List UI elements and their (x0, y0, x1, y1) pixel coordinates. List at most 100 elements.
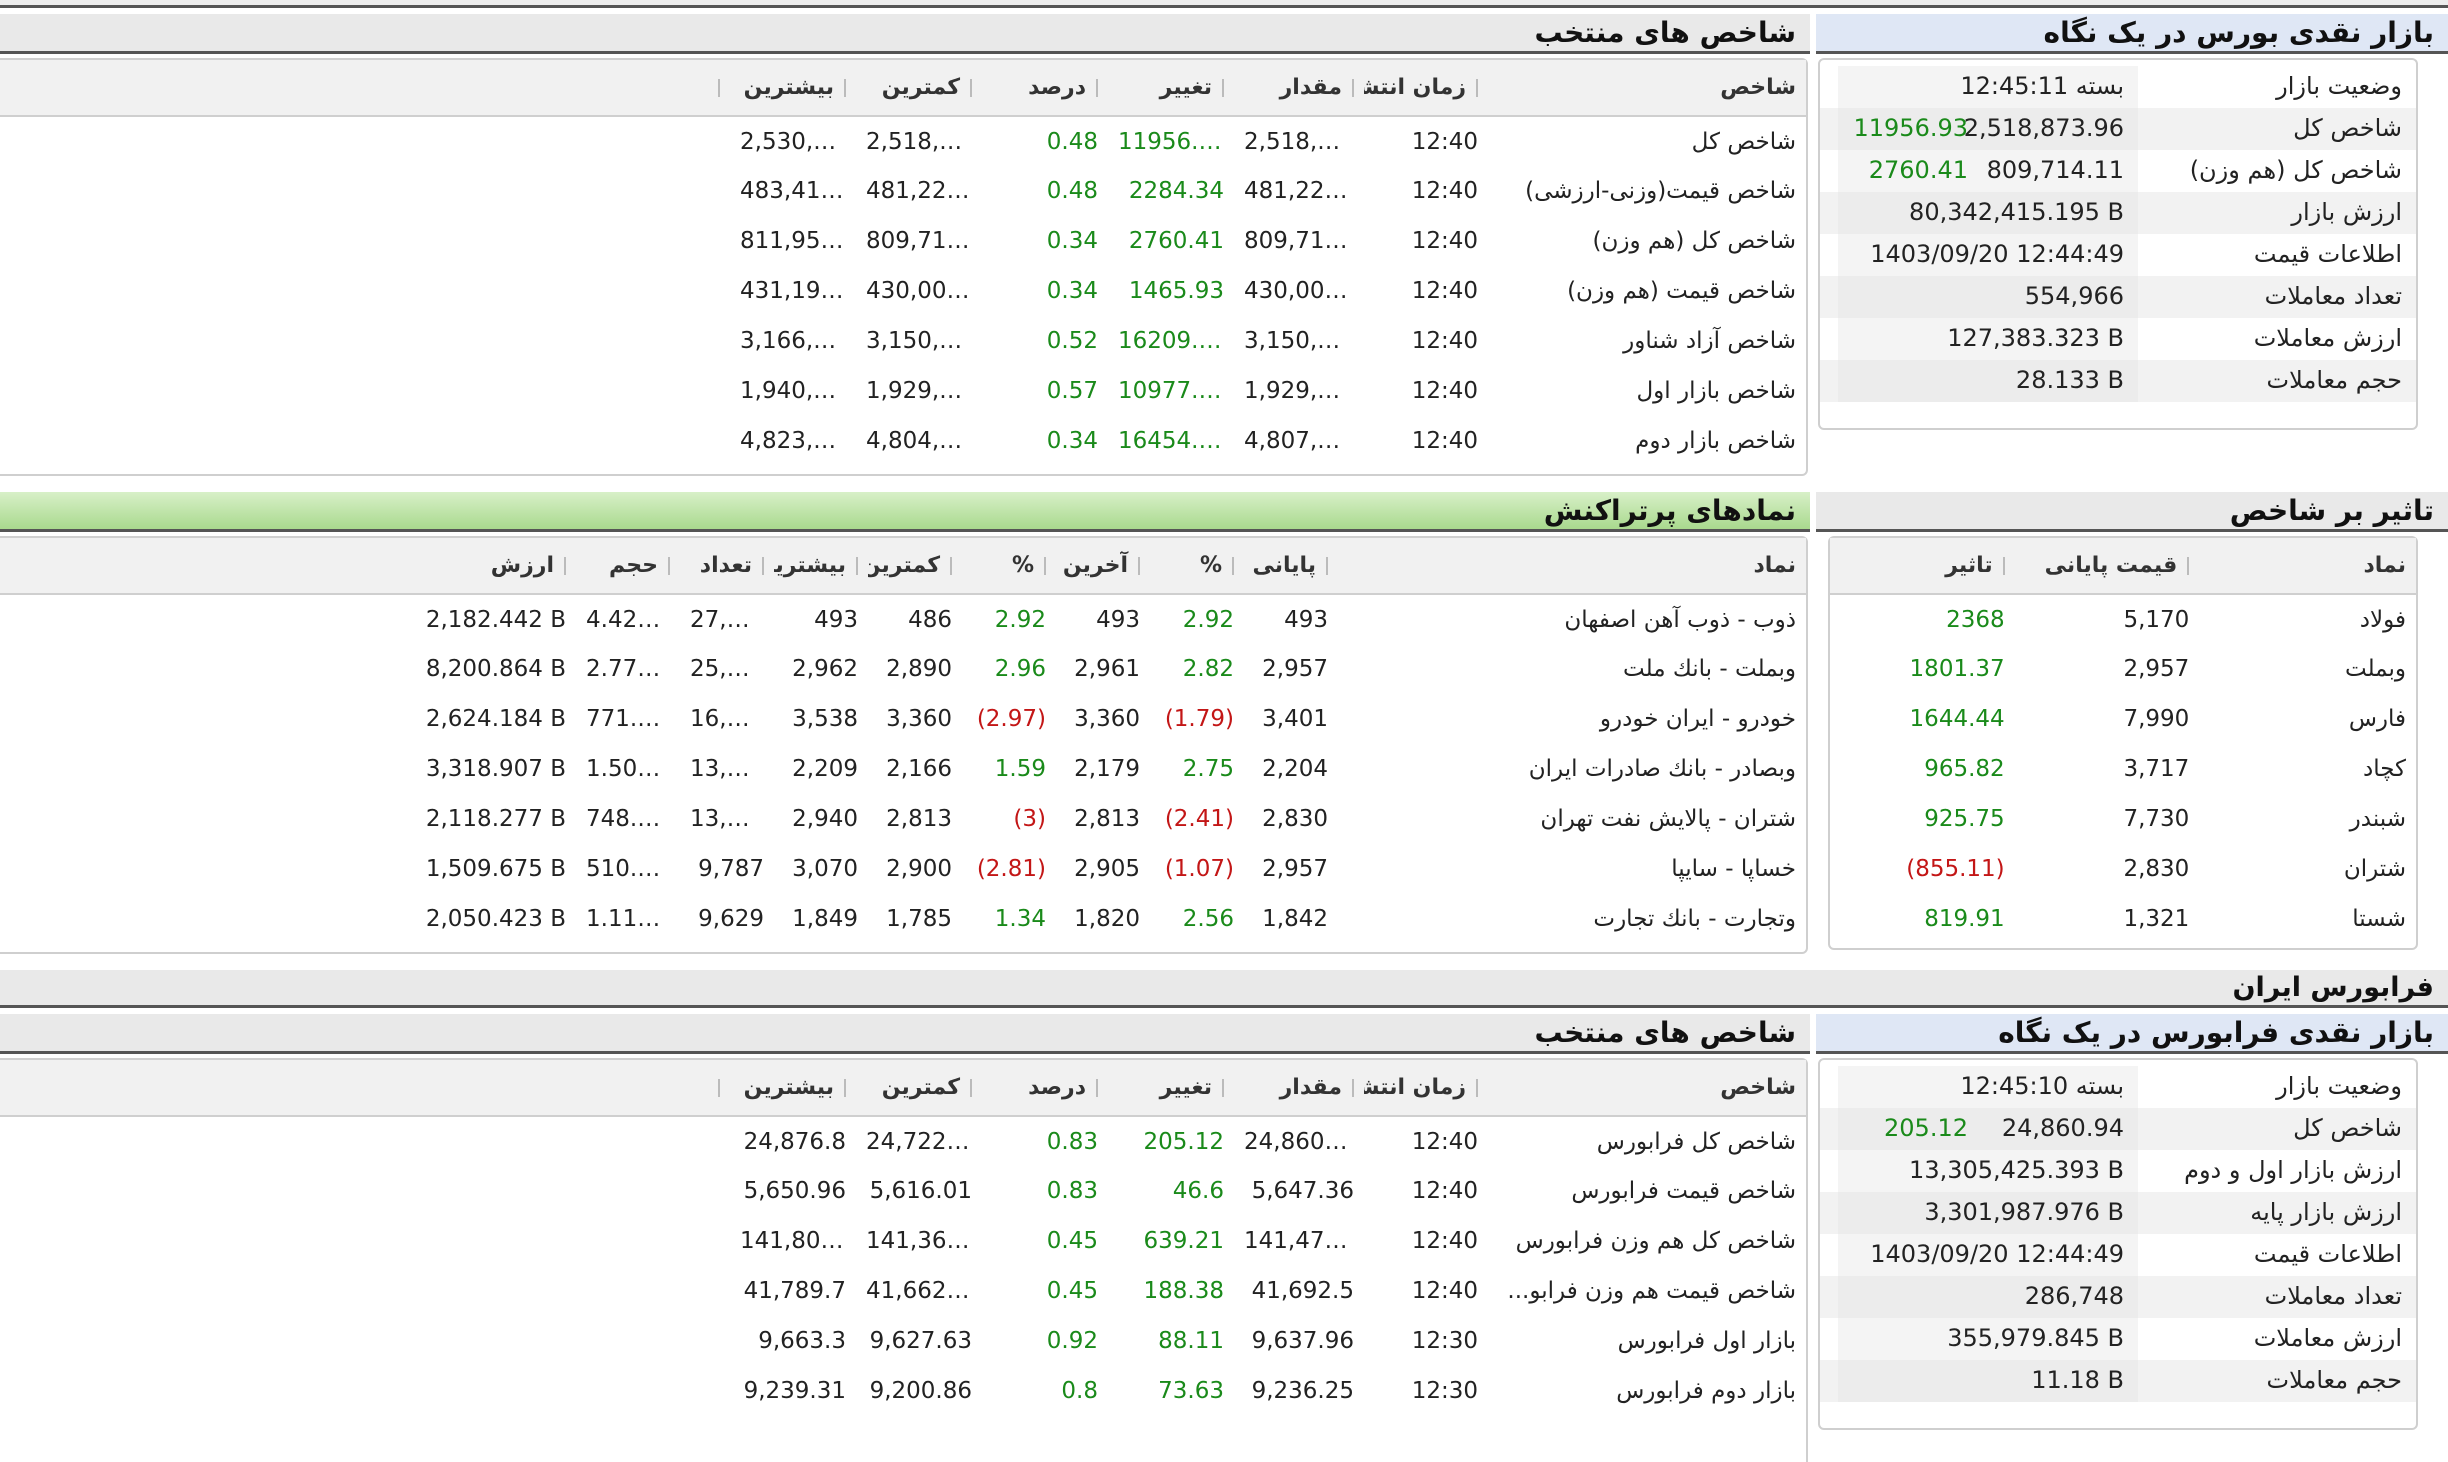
column-header[interactable]: قیمت پایانی (2014, 538, 2200, 595)
column-header[interactable]: تعداد (680, 538, 774, 595)
column-header[interactable]: % (1150, 538, 1244, 595)
impact-row[interactable]: فارس 7,990 1644.44 (1830, 694, 2416, 744)
column-header[interactable]: نماد (2199, 538, 2416, 595)
column-header[interactable]: بیشترین (774, 538, 868, 595)
last-percent: 2.92 (994, 606, 1046, 633)
active-symbol-row[interactable]: وتجارت - بانك تجارت 1,842 2.56 1,820 1.34 1,7… (0, 894, 1806, 944)
index-row[interactable]: شاخص آزاد شناور 12:40 3,150,089.68 16209.76… (0, 316, 1806, 366)
column-separator (1138, 557, 1140, 575)
impact-value: 965.82 (1924, 756, 2005, 782)
index-row[interactable]: شاخص بازار اول 12:40 1,929,777.57 10977.47 0… (0, 366, 1806, 416)
column-header[interactable]: تغییر (1108, 60, 1234, 117)
column-header[interactable]: کمترین (856, 60, 982, 117)
column-header-label: نماد (1753, 553, 1796, 578)
glance-value: بسته 12:45:10 (1960, 1072, 2124, 1100)
index-row[interactable]: شاخص کل فرابورس 12:40 24,860.94 205.12 0.83 2… (0, 1116, 1806, 1166)
trade-value: 8,200.864 B (425, 656, 566, 682)
symbol-name[interactable]: وبملت - بانك ملت (1623, 656, 1796, 682)
column-header[interactable]: زمان انتشار (1364, 1060, 1488, 1117)
column-header[interactable]: شاخص (1488, 60, 1806, 117)
column-header[interactable]: شاخص (1488, 1060, 1806, 1117)
glance-value: بسته 12:45:11 (1960, 72, 2124, 100)
symbol-name[interactable]: وبصادر - بانك صادرات ايران (1528, 756, 1796, 782)
active-symbol-row[interactable]: وبملت - بانك ملت 2,957 2.82 2,961 2.96 2,890 2… (0, 644, 1806, 694)
publish-time: 12:30 (1411, 1328, 1478, 1354)
index-value: 41,692.5 (1251, 1278, 1354, 1304)
column-header[interactable]: ارزش (0, 538, 576, 595)
symbol-name[interactable]: شتران - پالايش نفت تهران (1540, 806, 1796, 832)
column-header-label: ارزش (490, 553, 554, 578)
impact-symbol[interactable]: وبملت (2344, 656, 2406, 682)
symbol-name[interactable]: خودرو - ايران خودرو (1599, 706, 1796, 732)
column-separator (1222, 79, 1224, 97)
index-row[interactable]: شاخص بازار دوم 12:40 4,807,255.23 16454.61 0… (0, 416, 1806, 466)
column-header[interactable] (0, 1060, 730, 1117)
impact-symbol[interactable]: فولاد (2359, 606, 2406, 633)
impact-row[interactable]: کچاد 3,717 965.82 (1830, 744, 2416, 794)
index-percent: 0.45 (1046, 1228, 1098, 1254)
column-separator (718, 1079, 720, 1097)
column-header[interactable]: % (962, 538, 1056, 595)
active-symbol-row[interactable]: خساپا - سايپا 2,957 (1.07) 2,905 (2.81) 2,900… (0, 844, 1806, 894)
column-separator (856, 557, 858, 575)
glance-label: وضعیت بازار (2276, 72, 2402, 100)
index-row[interactable]: بازار دوم فرابورس 12:30 9,236.25 73.63 0.8 9,… (0, 1366, 1806, 1416)
symbol-name[interactable]: وتجارت - بانك تجارت (1593, 906, 1796, 932)
column-header[interactable]: آخرین (1056, 538, 1150, 595)
impact-close-price: 5,170 (2123, 606, 2190, 633)
empty-cell (0, 1266, 730, 1316)
index-percent: 0.34 (1046, 278, 1098, 304)
column-header[interactable]: درصد (982, 60, 1108, 117)
close-price: 2,957 (1262, 856, 1328, 882)
column-header[interactable]: بیشترین (730, 60, 856, 117)
column-header[interactable]: مقدار (1234, 60, 1364, 117)
last-percent: 2.96 (994, 656, 1046, 682)
impact-row[interactable]: فولاد 5,170 2368 (1830, 594, 2416, 644)
index-row[interactable]: شاخص کل هم وزن فرابورس 12:40 141,471.09 639… (0, 1216, 1806, 1266)
impact-row[interactable]: شبندر 7,730 925.75 (1830, 794, 2416, 844)
impact-row[interactable]: شستا 1,321 819.91 (1830, 894, 2416, 944)
impact-symbol[interactable]: فارس (2348, 706, 2406, 732)
column-header[interactable]: حجم (576, 538, 680, 595)
impact-row[interactable]: وبملت 2,957 1801.37 (1830, 644, 2416, 694)
impact-symbol[interactable]: شتران (2343, 856, 2406, 882)
index-row[interactable]: شاخص قیمت فرابورس 12:40 5,647.36 46.6 0.83 5,… (0, 1166, 1806, 1216)
active-symbol-row[interactable]: شتران - پالايش نفت تهران 2,830 (2.41) 2,813… (0, 794, 1806, 844)
index-row[interactable]: شاخص کل 12:40 2,518,873.96 11956.93 0.48 2,51… (0, 116, 1806, 166)
last-percent: (3) (1013, 806, 1046, 832)
glance-change-value: 205.12 (1884, 1114, 1968, 1142)
index-row[interactable]: شاخص کل (هم وزن) 12:40 809,714.11 2760.41 0.… (0, 216, 1806, 266)
column-header[interactable]: کمترین (856, 1060, 982, 1117)
column-header[interactable]: پایانی (1244, 538, 1338, 595)
impact-symbol[interactable]: کچاد (2362, 756, 2406, 782)
column-header[interactable]: تاثیر (1830, 538, 2015, 595)
active-symbol-row[interactable]: ذوب - ذوب آهن اصفهان 493 2.92 493 2.92 486 493… (0, 594, 1806, 644)
index-row[interactable]: شاخص قیمت هم وزن فرابو... 12:40 41,692.5 18… (0, 1266, 1806, 1316)
index-row[interactable]: شاخص قیمت (هم وزن) 12:40 430,001.96 1465.93… (0, 266, 1806, 316)
column-header[interactable]: تغییر (1108, 1060, 1234, 1117)
active-symbol-row[interactable]: وبصادر - بانك صادرات ايران 2,204 2.75 2,179… (0, 744, 1806, 794)
column-header[interactable]: کمترین (868, 538, 962, 595)
index-change: 16209.76 (1118, 328, 1228, 354)
column-header[interactable]: زمان انتشار (1364, 60, 1488, 117)
column-header[interactable]: مقدار (1234, 1060, 1364, 1117)
column-header[interactable] (0, 60, 730, 117)
column-header-label: تغییر (1159, 1075, 1212, 1100)
close-percent: (2.41) (1164, 806, 1234, 832)
index-percent: 0.48 (1046, 128, 1098, 155)
symbol-name[interactable]: ذوب - ذوب آهن اصفهان (1564, 606, 1796, 633)
index-row[interactable]: شاخص قیمت(وزنی-ارزشی) 12:40 481,223.69 2284… (0, 166, 1806, 216)
impact-symbol[interactable]: شبندر (2349, 806, 2406, 832)
glance-label: شاخص کل (2293, 1114, 2402, 1142)
column-header[interactable]: درصد (982, 1060, 1108, 1117)
index-row[interactable]: بازار اول فرابورس 12:30 9,637.96 88.11 0.92 9… (0, 1316, 1806, 1366)
close-price: 3,401 (1262, 706, 1328, 732)
column-header[interactable]: بیشترین (730, 1060, 856, 1117)
column-header-label: پایانی (1252, 553, 1316, 578)
impact-row[interactable]: شتران 2,830 (855.11) (1830, 844, 2416, 894)
symbol-name[interactable]: خساپا - سايپا (1671, 856, 1796, 882)
impact-symbol[interactable]: شستا (2352, 906, 2406, 932)
active-symbol-row[interactable]: خودرو - ايران خودرو 3,401 (1.79) 3,360 (2.97… (0, 694, 1806, 744)
column-header[interactable]: نماد (1338, 538, 1806, 595)
index-name: شاخص بازار اول (1636, 378, 1796, 404)
